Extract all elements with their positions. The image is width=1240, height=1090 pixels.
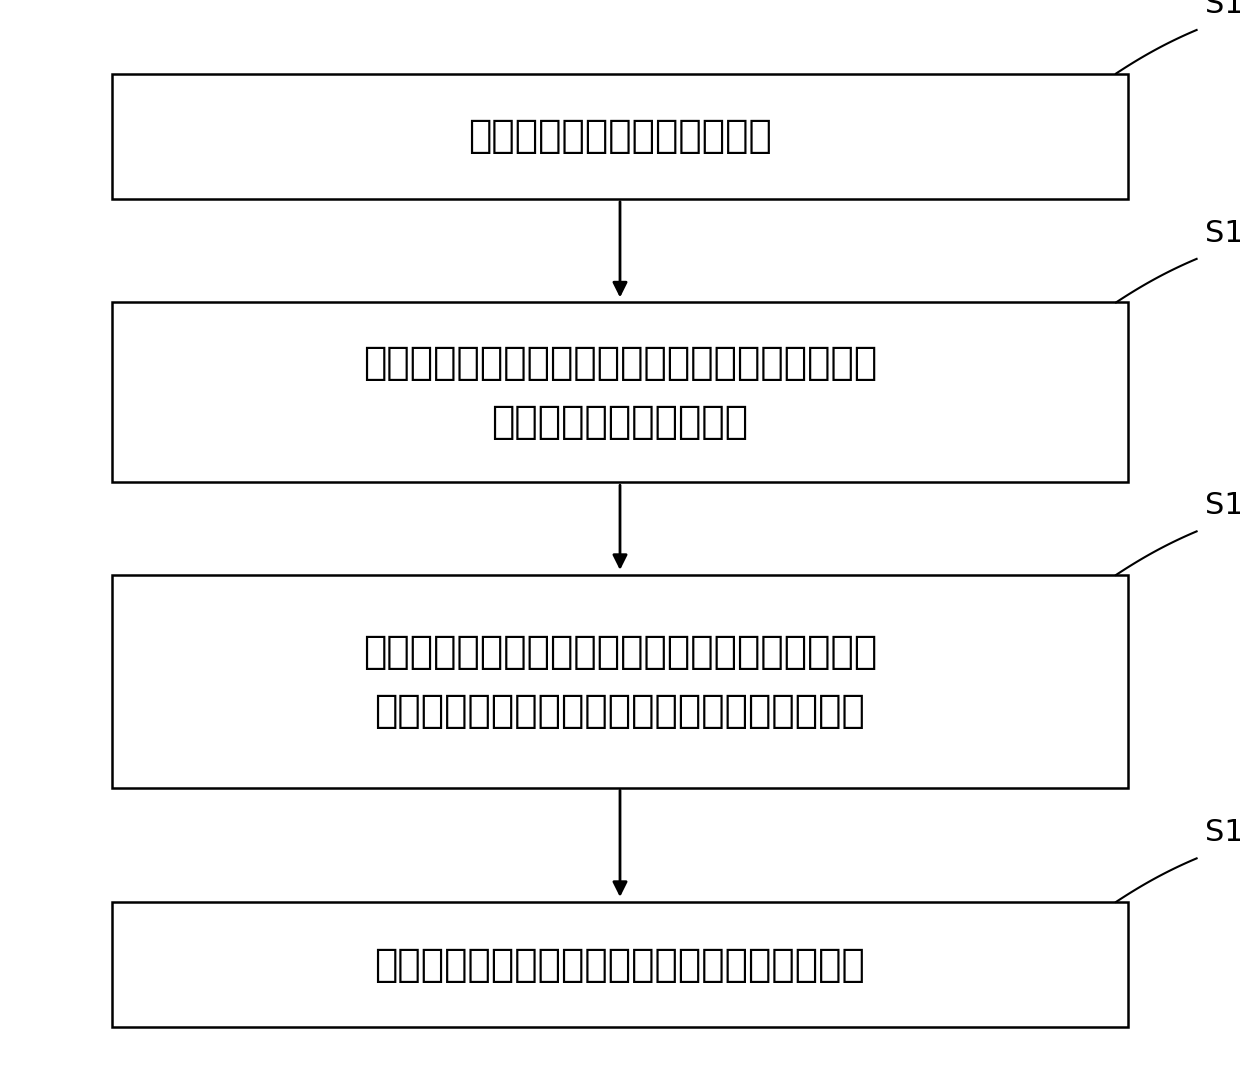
- Text: S106: S106: [1205, 492, 1240, 521]
- Text: 根据所述各订单内订单行数量以及各订单内订单行
热销程度，对所述预设时间段内的订单进行分类: 根据所述各订单内订单行数量以及各订单内订单行 热销程度，对所述预设时间段内的订单…: [363, 633, 877, 729]
- Text: 根据所述订单信息，提取各订单内订单行数量以及
各订单内订单行热销程度: 根据所述订单信息，提取各订单内订单行数量以及 各订单内订单行热销程度: [363, 344, 877, 440]
- Bar: [112, 901, 1128, 1027]
- Text: 获取预设时间段内的订单信息: 获取预设时间段内的订单信息: [467, 118, 773, 155]
- Bar: [112, 73, 1128, 198]
- Bar: [112, 576, 1128, 787]
- Text: 控制拣货装置对至少一个分类中的订单进行拣货: 控制拣货装置对至少一个分类中的订单进行拣货: [374, 946, 866, 983]
- Text: S108: S108: [1205, 819, 1240, 848]
- Text: S104: S104: [1205, 219, 1240, 247]
- Bar: [112, 302, 1128, 482]
- Text: S102: S102: [1205, 0, 1240, 19]
